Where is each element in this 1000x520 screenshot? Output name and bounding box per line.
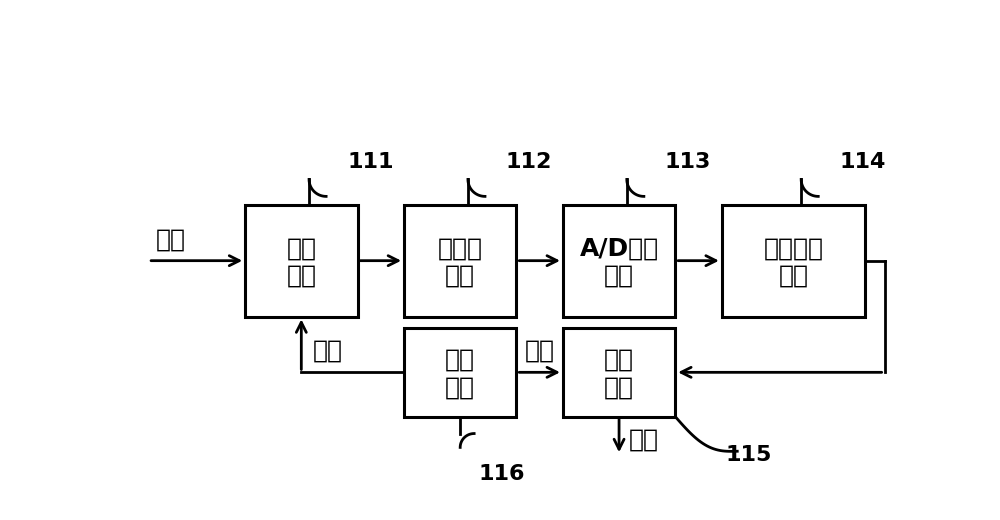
Text: 接收: 接收 [286, 237, 316, 261]
Text: 111: 111 [347, 152, 394, 173]
Text: 113: 113 [665, 152, 711, 173]
Text: 信号处理: 信号处理 [763, 237, 823, 261]
Bar [404, 205, 516, 317]
Text: 下变频: 下变频 [438, 237, 483, 261]
Bar [563, 328, 675, 417]
Text: 模块: 模块 [445, 376, 475, 400]
Text: A/D采样: A/D采样 [580, 237, 659, 261]
Text: 控制: 控制 [525, 339, 555, 363]
Text: 114: 114 [839, 152, 886, 173]
Text: 控制: 控制 [313, 339, 343, 363]
Bar [245, 205, 358, 317]
Text: 控制: 控制 [445, 348, 475, 372]
Text: 模块: 模块 [778, 264, 808, 288]
Text: 115: 115 [726, 445, 772, 465]
Text: 116: 116 [478, 463, 525, 484]
Text: 输出: 输出 [628, 427, 658, 452]
Bar [563, 205, 675, 317]
Bar [722, 205, 865, 317]
Text: 模块: 模块 [604, 376, 634, 400]
Text: 输出: 输出 [604, 348, 634, 372]
Bar [404, 328, 516, 417]
Text: 输入: 输入 [156, 227, 186, 251]
Text: 天线: 天线 [286, 264, 316, 288]
Text: 112: 112 [506, 152, 552, 173]
Text: 模块: 模块 [445, 264, 475, 288]
Text: 模块: 模块 [604, 264, 634, 288]
